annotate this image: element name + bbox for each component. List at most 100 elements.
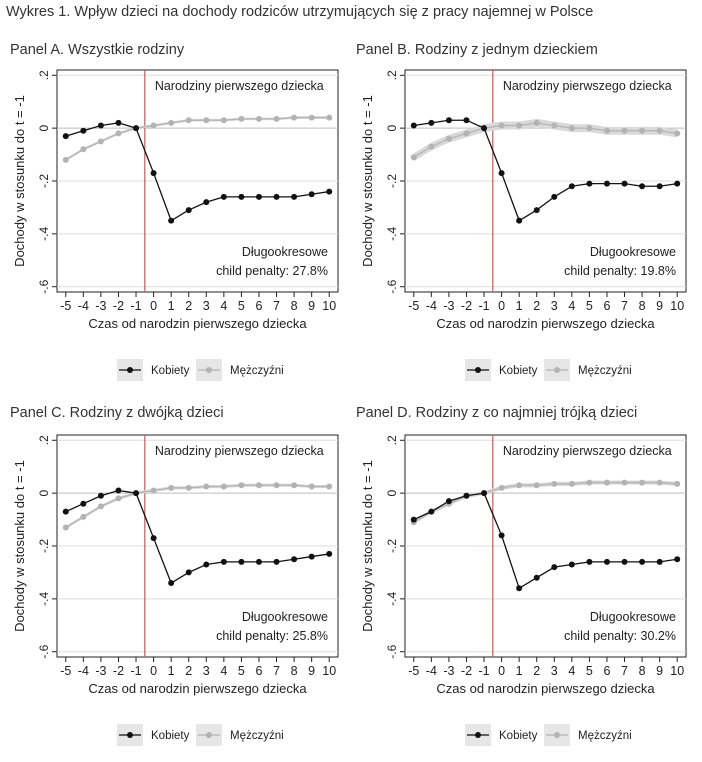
series-women-point <box>463 492 470 499</box>
series-women-point <box>97 492 104 499</box>
event-label: Narodziny pierwszego dziecka <box>503 444 672 458</box>
series-women-point <box>273 193 280 200</box>
y-tick-label: 0 <box>37 124 51 131</box>
x-tick-label: 4 <box>568 299 575 313</box>
figure-title: Wykres 1. Wpływ dzieci na dochody rodzic… <box>6 4 594 20</box>
x-tick-label: -2 <box>461 664 472 678</box>
legend-label-men: Mężczyźni <box>230 365 284 377</box>
x-tick-label: 10 <box>670 664 684 678</box>
x-tick-label: 5 <box>586 664 593 678</box>
x-axis-label: Czas od narodzin pierwszego dziecka <box>436 681 655 696</box>
series-men-point <box>115 495 122 502</box>
series-men-point <box>533 119 540 126</box>
series-women-point <box>238 193 245 200</box>
legend-marker-men <box>554 367 560 373</box>
series-men-point <box>639 127 646 134</box>
x-tick-label: 4 <box>220 299 227 313</box>
event-label: Narodziny pierwszego dziecka <box>155 444 324 458</box>
series-women-point <box>115 119 122 126</box>
x-axis-label: Czas od narodzin pierwszego dziecka <box>436 316 655 331</box>
legend-label-men: Mężczyźni <box>578 730 632 742</box>
y-tick-label: -.4 <box>37 592 51 606</box>
series-women-point <box>533 574 540 581</box>
series-women-point <box>80 500 87 507</box>
x-axis-label: Czas od narodzin pierwszego dziecka <box>88 681 307 696</box>
x-tick-label: 4 <box>220 664 227 678</box>
x-tick-label: -2 <box>113 299 124 313</box>
series-women-point <box>481 125 488 132</box>
x-tick-label: 6 <box>603 299 610 313</box>
y-tick-label: -.2 <box>385 539 399 553</box>
legend-marker-men <box>206 367 212 373</box>
y-axis-label: Dochody w stosunku do t = -1 <box>12 460 27 632</box>
y-tick-label: -.6 <box>37 644 51 658</box>
x-tick-label: 3 <box>551 664 558 678</box>
y-axis-label: Dochody w stosunku do t = -1 <box>360 460 375 632</box>
series-men-point <box>115 130 122 137</box>
x-tick-label: 0 <box>150 664 157 678</box>
series-men-point <box>185 117 192 124</box>
series-women-point <box>533 207 540 214</box>
series-women-point <box>639 558 646 565</box>
series-women-point <box>220 558 227 565</box>
x-tick-label: 2 <box>533 299 540 313</box>
series-men-point <box>639 479 646 486</box>
x-tick-label: -1 <box>478 664 489 678</box>
series-men-point <box>603 127 610 134</box>
y-tick-label: -.6 <box>385 279 399 293</box>
x-tick-label: -5 <box>408 664 419 678</box>
x-tick-label: 6 <box>255 664 262 678</box>
legend-label-men: Mężczyźni <box>578 365 632 377</box>
series-men-point <box>97 138 104 145</box>
series-women-point <box>639 183 646 190</box>
series-men-point <box>568 125 575 132</box>
legend-label-women: Kobiety <box>499 365 538 377</box>
series-men-point <box>238 482 245 489</box>
y-axis-label: Dochody w stosunku do t = -1 <box>360 95 375 267</box>
series-women-point <box>168 217 175 224</box>
x-tick-label: 1 <box>168 664 175 678</box>
series-women-point <box>568 183 575 190</box>
series-men-point <box>168 119 175 126</box>
series-men-point <box>498 484 505 491</box>
series-women-point <box>463 117 470 124</box>
x-tick-label: -4 <box>78 664 89 678</box>
x-tick-label: 2 <box>533 664 540 678</box>
x-tick-label: 8 <box>291 299 298 313</box>
series-women-point <box>203 561 210 568</box>
panel-c-title: Panel C. Rodziny z dwójką dzieci <box>10 405 224 421</box>
series-women-point <box>551 193 558 200</box>
series-women-point <box>308 553 315 560</box>
series-men-point <box>291 482 298 489</box>
legend-label-women: Kobiety <box>151 730 190 742</box>
series-men-point <box>498 122 505 129</box>
series-women-point <box>133 490 140 497</box>
x-tick-label: 8 <box>291 664 298 678</box>
series-men-point <box>326 483 333 490</box>
y-tick-label: -.6 <box>385 644 399 658</box>
series-women-point <box>80 127 87 134</box>
annotation-line-1: Długookresowe <box>242 610 328 624</box>
series-women-point <box>428 119 435 126</box>
event-label: Narodziny pierwszego dziecka <box>155 79 324 93</box>
series-men-point <box>586 479 593 486</box>
x-tick-label: -1 <box>478 299 489 313</box>
series-women-point <box>326 550 333 557</box>
annotation-line-2: child penalty: 27.8% <box>216 264 328 278</box>
x-tick-label: 4 <box>568 664 575 678</box>
x-tick-label: 5 <box>238 299 245 313</box>
series-women-line <box>65 122 330 222</box>
series-men-point <box>238 115 245 122</box>
panel-a-title: Panel A. Wszystkie rodziny <box>10 42 185 58</box>
series-men-point <box>410 154 417 161</box>
event-label: Narodziny pierwszego dziecka <box>503 79 672 93</box>
series-women-point <box>445 498 452 505</box>
x-tick-label: 1 <box>516 664 523 678</box>
series-women-line <box>413 119 678 222</box>
series-women-point <box>185 207 192 214</box>
x-tick-label: -2 <box>113 664 124 678</box>
series-women-point <box>220 193 227 200</box>
series-men-point <box>621 479 628 486</box>
series-women-point <box>428 508 435 515</box>
